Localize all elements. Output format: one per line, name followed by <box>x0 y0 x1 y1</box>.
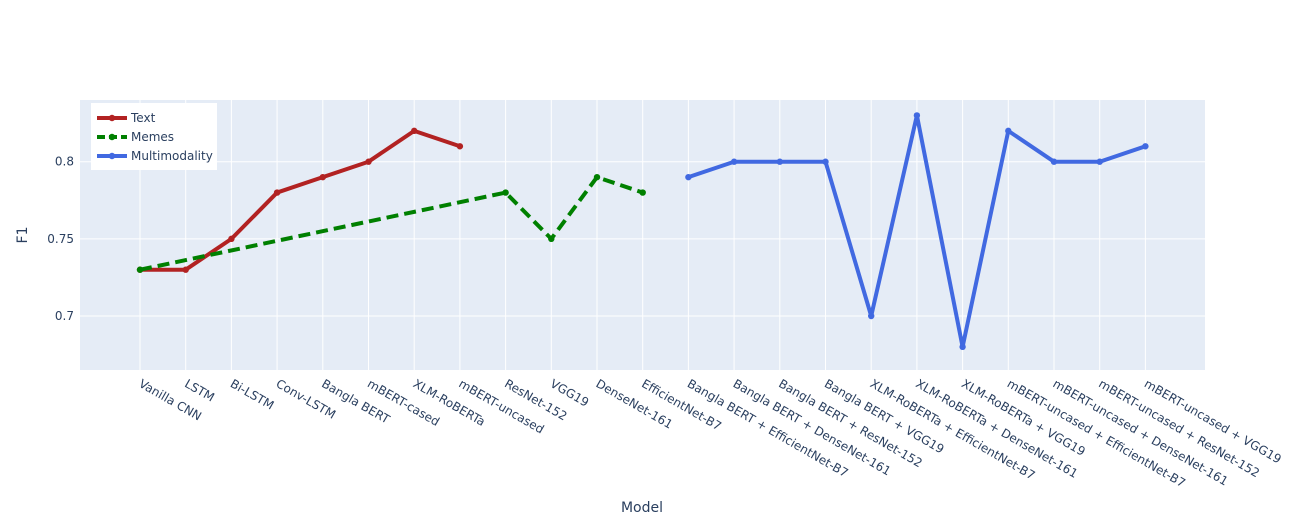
data-point-text <box>319 173 326 181</box>
data-point-multimodality <box>822 158 829 165</box>
y-tick-label: 0.8 <box>55 155 74 169</box>
data-point-text <box>228 235 235 243</box>
data-point-multimodality <box>1142 143 1149 150</box>
data-point-multimodality <box>1005 127 1012 135</box>
data-point-multimodality <box>1096 158 1103 165</box>
series-line-text <box>140 128 461 272</box>
data-point-multimodality <box>730 158 738 165</box>
data-point-multimodality <box>959 343 966 351</box>
data-point-memes <box>502 189 509 196</box>
x-tick-label: LSTM <box>182 376 217 404</box>
data-point-text <box>411 127 418 135</box>
data-point-text <box>273 189 281 196</box>
x-tick-label: EfficientNet-B7 <box>639 376 724 433</box>
data-point-memes <box>639 189 646 196</box>
y-axis-ticks: 0.7 0.75 0.8 <box>47 155 74 323</box>
legend-marker-text <box>108 114 116 122</box>
data-point-text <box>182 266 189 273</box>
legend: Text Memes Multimodality <box>91 103 217 170</box>
data-point-multimodality <box>776 158 783 165</box>
legend-label-memes: Memes <box>131 130 174 144</box>
data-point-multimodality <box>1050 158 1058 165</box>
x-tick-label: Bi-LSTM <box>228 376 276 412</box>
data-point-multimodality <box>913 112 921 119</box>
legend-marker-multimodality <box>108 152 116 160</box>
data-point-text <box>365 158 372 165</box>
y-tick-label: 0.75 <box>47 232 74 246</box>
data-point-text <box>456 143 464 150</box>
gridlines <box>80 100 1205 370</box>
data-point-multimodality <box>868 312 875 320</box>
legend-label-text: Text <box>130 111 156 125</box>
data-point-memes <box>593 173 601 181</box>
data-point-multimodality <box>685 173 692 181</box>
x-tick-label: DenseNet-161 <box>594 376 676 431</box>
y-axis-title: F1 <box>15 227 31 244</box>
data-point-memes <box>548 235 555 243</box>
data-point-memes <box>136 266 144 273</box>
series-group <box>136 112 1149 351</box>
legend-label-multimodality: Multimodality <box>131 149 213 163</box>
y-tick-label: 0.7 <box>55 309 74 323</box>
x-axis-title: Model <box>621 500 663 516</box>
legend-marker-memes <box>108 133 116 141</box>
